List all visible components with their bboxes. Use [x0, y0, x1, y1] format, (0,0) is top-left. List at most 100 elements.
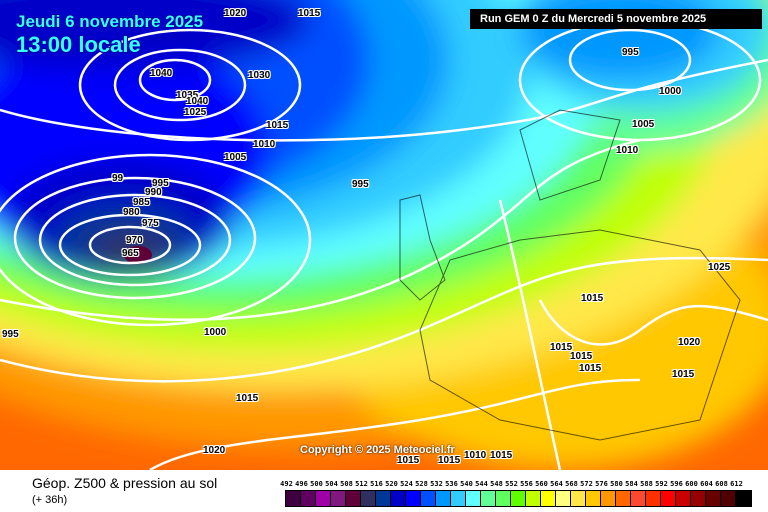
isobar-label: 1015 — [438, 455, 461, 466]
legend-tick: 596 — [670, 480, 683, 488]
legend-tick: 564 — [550, 480, 563, 488]
legend-tick: 504 — [325, 480, 338, 488]
isobar-label: 995 — [622, 47, 639, 58]
isobar-label: 1040 — [186, 96, 209, 107]
legend-tick: 580 — [610, 480, 623, 488]
legend-tick: 544 — [475, 480, 488, 488]
legend-tick: 600 — [685, 480, 698, 488]
run-info: Run GEM 0 Z du Mercredi 5 novembre 2025 — [470, 9, 762, 29]
isobar-label: 1020 — [224, 8, 247, 19]
isobar-label: 99 — [112, 173, 124, 184]
legend-tick: 568 — [565, 480, 578, 488]
legend-swatch — [346, 491, 361, 506]
legend-swatch — [616, 491, 631, 506]
legend-tick: 588 — [640, 480, 653, 488]
legend-swatch — [481, 491, 496, 506]
forecast-time: 13:00 locale — [16, 32, 141, 57]
isobar-label: 1015 — [579, 363, 602, 374]
isobar-label: 1015 — [490, 450, 513, 461]
legend-swatch — [661, 491, 676, 506]
legend-tick: 536 — [445, 480, 458, 488]
isobar-label: 1040 — [150, 68, 173, 79]
isobar-label: 970 — [126, 235, 143, 246]
legend-tick: 608 — [715, 480, 728, 488]
legend-tick: 524 — [400, 480, 413, 488]
legend-swatch — [376, 491, 391, 506]
color-legend — [285, 490, 752, 507]
coastlines — [399, 109, 741, 441]
legend-swatch — [361, 491, 376, 506]
weather-map: Jeudi 6 novembre 2025 13:00 locale Run G… — [0, 0, 768, 470]
legend-tick: 492 — [280, 480, 293, 488]
isobar-label: 1025 — [708, 262, 731, 273]
isobar-label: 1010 — [253, 139, 276, 150]
isobar-label: 1015 — [581, 293, 604, 304]
legend-swatch — [496, 491, 511, 506]
legend-swatch — [451, 491, 466, 506]
legend-tick: 604 — [700, 480, 713, 488]
legend-swatch — [301, 491, 316, 506]
legend-swatch — [511, 491, 526, 506]
isobar-label: 980 — [123, 207, 140, 218]
legend-swatch — [421, 491, 436, 506]
isobar-label: 1010 — [616, 145, 639, 156]
copyright: Copyright © 2025 Meteociel.fr — [300, 444, 455, 456]
legend-swatch — [676, 491, 691, 506]
isobar-label: 1020 — [203, 445, 226, 456]
isobar-label: 1000 — [204, 327, 227, 338]
legend-swatch — [571, 491, 586, 506]
lead-time: (+ 36h) — [32, 494, 68, 506]
isobar-label: 1020 — [678, 337, 701, 348]
legend-ticks: 492 496 500 504 508 512 516 520 524 528 532 536 540 5… — [279, 480, 744, 488]
isobar-label: 1030 — [248, 70, 271, 81]
isobar-label: 1035 — [176, 90, 199, 101]
legend-tick: 540 — [460, 480, 473, 488]
isobar-label: 1015 — [397, 455, 420, 466]
legend-swatch — [391, 491, 406, 506]
geopotential-field — [0, 0, 768, 470]
isobar-label: 995 — [2, 329, 19, 340]
legend-swatch — [541, 491, 556, 506]
legend-tick: 560 — [535, 480, 548, 488]
legend-tick: 516 — [370, 480, 383, 488]
isobar-label: 985 — [133, 197, 150, 208]
legend-tick: 612 — [730, 480, 743, 488]
legend-tick: 572 — [580, 480, 593, 488]
isobar-label: 1015 — [298, 8, 321, 19]
legend-tick: 500 — [310, 480, 323, 488]
isobar-label: 1015 — [570, 351, 593, 362]
legend-swatch — [586, 491, 601, 506]
legend-swatch — [706, 491, 721, 506]
legend-swatch — [691, 491, 706, 506]
isobar-label: 1015 — [266, 120, 289, 131]
legend-swatch — [316, 491, 331, 506]
isobar-label: 990 — [145, 187, 162, 198]
legend-swatch — [526, 491, 541, 506]
isobar-label: 995 — [352, 179, 369, 190]
isobar-label: 995 — [152, 178, 169, 189]
legend-tick: 512 — [355, 480, 368, 488]
legend-swatch — [721, 491, 736, 506]
legend-swatch — [331, 491, 346, 506]
isobar-label: 1015 — [550, 342, 573, 353]
forecast-date: Jeudi 6 novembre 2025 — [16, 12, 204, 31]
legend-swatch — [406, 491, 421, 506]
legend-swatch — [466, 491, 481, 506]
isobar-label: 975 — [142, 218, 159, 229]
legend-tick: 552 — [505, 480, 518, 488]
isobar-label: 1015 — [672, 369, 695, 380]
legend-swatch — [556, 491, 571, 506]
isobar-label: 1015 — [236, 393, 259, 404]
legend-swatch — [286, 491, 301, 506]
legend-tick: 548 — [490, 480, 503, 488]
legend-tick: 556 — [520, 480, 533, 488]
isobar-label: 965 — [122, 248, 139, 259]
legend-tick: 576 — [595, 480, 608, 488]
isobar-label: 1000 — [659, 86, 682, 97]
legend-tick: 508 — [340, 480, 353, 488]
legend-tick: 496 — [295, 480, 308, 488]
isobar-label: 1025 — [184, 107, 207, 118]
legend-swatch — [631, 491, 646, 506]
legend-tick: 532 — [430, 480, 443, 488]
legend-tick: 520 — [385, 480, 398, 488]
